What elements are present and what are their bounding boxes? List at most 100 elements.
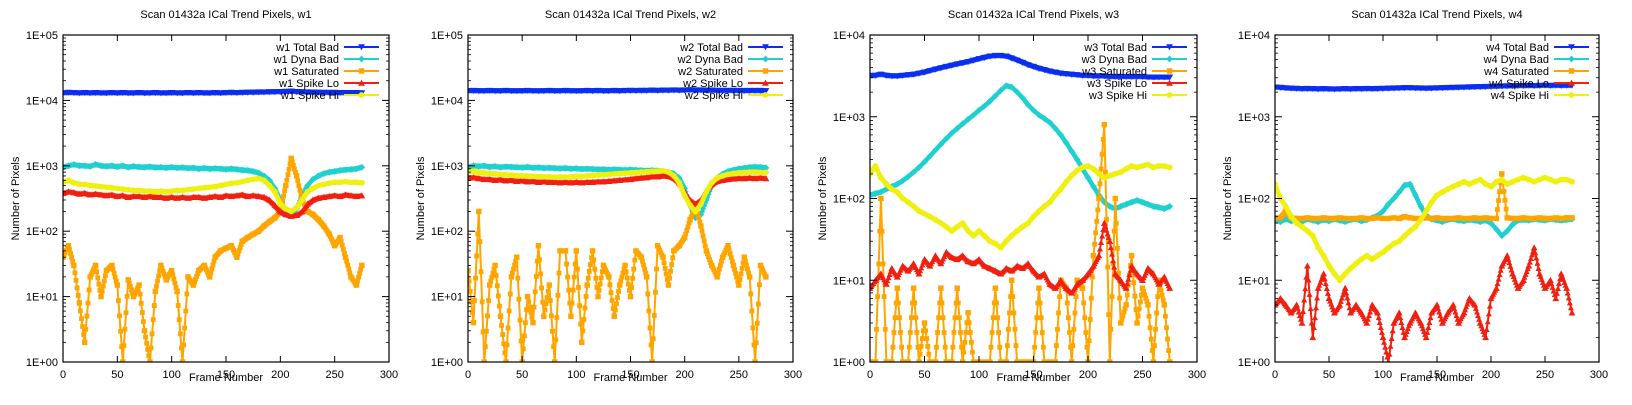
data-point	[1095, 207, 1101, 213]
data-point	[595, 293, 601, 300]
series-w3-spike-lo	[870, 219, 1174, 296]
data-point	[891, 330, 897, 335]
data-point	[745, 266, 750, 272]
data-point	[122, 326, 128, 332]
data-point	[749, 308, 755, 314]
legend-label: w1 Spike Hi	[280, 90, 339, 102]
data-point	[545, 288, 551, 294]
data-point	[155, 278, 160, 284]
data-point	[907, 330, 913, 335]
data-point	[898, 330, 903, 335]
data-point	[491, 266, 497, 272]
data-point	[339, 243, 345, 248]
y-tick-label: 1E+03	[431, 161, 463, 173]
y-tick-label: 1E+02	[833, 194, 865, 206]
plot-frame	[467, 34, 794, 363]
data-point	[726, 247, 732, 253]
data-point	[541, 313, 547, 320]
data-point	[992, 285, 999, 291]
data-point	[1084, 344, 1090, 350]
data-point	[624, 275, 630, 281]
data-point	[750, 325, 756, 331]
data-point	[1055, 326, 1060, 332]
data-point	[1160, 297, 1166, 303]
legend-label: w3 Saturated	[1081, 66, 1147, 78]
data-point	[211, 258, 217, 264]
data-point	[510, 270, 515, 276]
data-point	[477, 239, 483, 245]
data-point	[1124, 280, 1131, 287]
data-point	[700, 233, 706, 239]
series-w2-total-bad	[468, 87, 770, 95]
data-point	[144, 340, 150, 346]
data-point	[955, 300, 961, 306]
data-point	[1096, 195, 1102, 202]
data-point	[965, 310, 971, 316]
data-point	[523, 320, 528, 326]
data-point	[1100, 219, 1108, 226]
data-point	[359, 262, 365, 269]
legend-label: w2 Spike Lo	[682, 78, 743, 90]
data-point	[564, 261, 569, 267]
x-tick-label: 100	[162, 369, 180, 381]
data-point	[576, 285, 581, 290]
data-point	[895, 300, 901, 306]
data-point	[966, 320, 972, 326]
data-point	[176, 317, 182, 323]
series-line	[870, 84, 1171, 210]
data-point	[582, 305, 588, 311]
data-point	[295, 178, 301, 184]
legend-marker	[762, 68, 769, 74]
data-point	[650, 336, 656, 342]
data-point	[670, 255, 676, 261]
data-point	[949, 359, 955, 362]
data-point	[511, 266, 516, 272]
data-point	[476, 208, 482, 215]
data-point	[638, 254, 645, 260]
data-point	[622, 262, 628, 269]
data-point	[358, 192, 366, 199]
x-tick-label: 200	[271, 369, 289, 381]
data-point	[1038, 315, 1044, 321]
data-point	[762, 175, 770, 182]
x-tick-label: 0	[60, 369, 66, 381]
data-point	[547, 298, 553, 303]
data-point	[885, 274, 892, 281]
data-point	[1033, 330, 1039, 335]
series-w2-spike-lo	[468, 172, 770, 207]
data-point	[1115, 245, 1120, 251]
legend-marker	[762, 79, 769, 86]
data-point	[742, 258, 748, 264]
data-point	[578, 321, 584, 327]
data-point	[882, 326, 888, 332]
data-point	[1165, 336, 1170, 342]
x-tick-label: 300	[380, 369, 398, 381]
data-point	[181, 342, 187, 348]
data-point	[1132, 293, 1138, 299]
data-point	[961, 349, 967, 355]
data-point	[508, 274, 515, 280]
data-point	[209, 266, 215, 272]
data-point	[514, 254, 520, 260]
data-point	[555, 292, 561, 298]
legend-item: w3 Spike Lo	[1086, 78, 1187, 90]
data-point	[1166, 74, 1174, 81]
data-point	[344, 258, 350, 264]
data-point	[478, 269, 484, 275]
data-point	[470, 319, 477, 326]
data-point	[475, 231, 481, 237]
data-point	[532, 289, 538, 295]
y-tick-label: 1E+01	[26, 292, 58, 304]
data-point	[506, 308, 512, 314]
legend-item: w1 Spike Hi	[280, 90, 379, 102]
data-point	[899, 344, 905, 350]
data-point	[183, 308, 189, 314]
data-point	[936, 315, 942, 321]
data-point	[184, 291, 190, 297]
data-point	[1117, 295, 1123, 301]
data-point	[358, 266, 364, 272]
data-point	[74, 285, 80, 291]
series-w3-spike-hi	[870, 161, 1173, 251]
data-point	[549, 313, 554, 319]
x-tick-label: 50	[111, 369, 123, 381]
